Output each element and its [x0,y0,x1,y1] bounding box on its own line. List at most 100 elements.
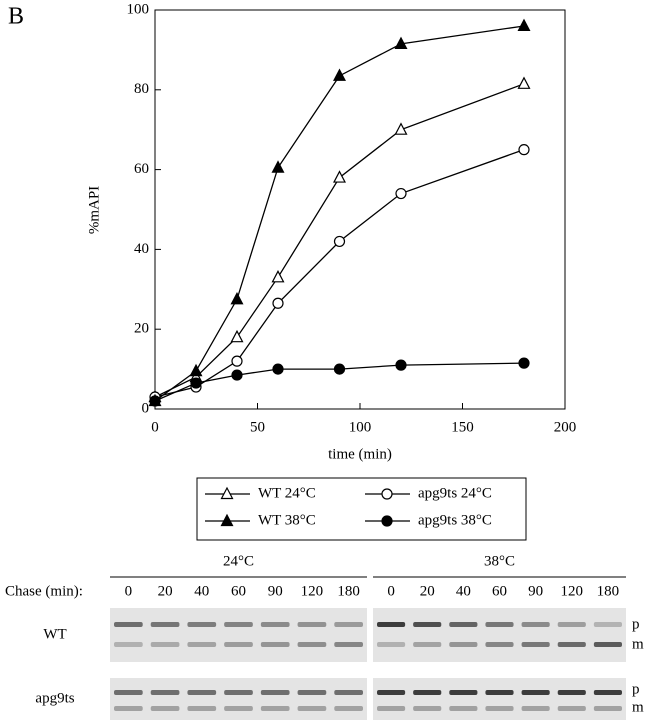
band-m [449,642,478,647]
lane-label: 0 [125,583,133,599]
band-p [260,690,290,695]
blot-panel [373,678,626,720]
legend-label: WT 24°C [258,485,316,501]
band-p [485,622,514,627]
condition-label: 38°C [484,553,515,569]
marker [381,488,393,500]
marker [517,18,531,32]
band-p [334,622,363,627]
marker [220,486,234,500]
marker [517,76,531,89]
lane-label: 40 [194,583,209,599]
band-m [334,642,363,647]
y-tick-label: 60 [134,161,149,177]
lane-label: 20 [158,583,173,599]
band-m [224,642,253,647]
band-p [187,690,217,695]
series-line [154,25,525,402]
band-p [297,690,327,695]
blot-panel [110,678,367,720]
band-m [413,642,442,647]
marker [189,363,203,377]
band-label: p [632,681,640,697]
band-p [377,690,406,695]
marker [190,377,202,389]
marker [231,369,243,381]
lane-label: 180 [597,583,620,599]
band-p [593,622,622,627]
band-p [449,690,478,695]
band-m [297,706,327,711]
marker [149,395,161,407]
x-tick-label: 50 [250,419,265,435]
blot-panel [373,608,626,662]
band-p [224,622,253,627]
marker [395,187,407,200]
marker [271,160,285,173]
band-m [187,642,217,647]
band-p [449,622,478,627]
band-p [593,690,622,695]
marker [381,515,393,527]
band-m [485,706,514,711]
band-m [114,706,143,711]
y-tick-label: 40 [134,241,149,257]
band-m [557,642,586,647]
band-m [224,706,253,711]
band-label: m [632,636,644,652]
band-m [485,642,514,647]
band-p [557,690,586,695]
x-tick-label: 0 [151,419,159,435]
band-p [114,622,143,627]
plot-frame [154,9,566,410]
band-m [521,642,550,647]
band-m [260,642,290,647]
lane-label: 90 [528,583,543,599]
band-m [150,706,180,711]
band-p [413,622,442,627]
x-tick-label: 200 [554,419,577,435]
band-p [114,690,143,695]
band-m [593,642,622,647]
band-p [334,690,363,695]
band-m [557,706,586,711]
lane-label: 120 [301,583,324,599]
legend-label: apg9ts 38°C [418,512,492,528]
marker [230,291,244,305]
band-p [150,690,180,695]
band-p [413,690,442,695]
chase-label: Chase (min): [5,583,83,599]
band-p [521,690,550,695]
condition-label: 24°C [223,553,254,569]
band-p [187,622,217,627]
band-m [377,642,406,647]
marker [220,513,234,527]
band-m [187,706,217,711]
lane-label: 60 [231,583,246,599]
lane-label: 0 [387,583,395,599]
row-label: WT [43,626,66,642]
band-m [334,706,363,711]
lane-label: 120 [561,583,584,599]
y-axis-label: %mAPI [86,186,102,234]
band-p [150,622,180,627]
x-tick-label: 150 [451,419,474,435]
band-p [557,622,586,627]
lane-label: 20 [420,583,435,599]
y-tick-label: 0 [142,400,150,416]
blot-panel [110,608,367,662]
band-p [521,622,550,627]
marker [395,359,407,371]
band-label: m [632,699,644,715]
marker [333,363,346,375]
band-m [593,706,622,711]
band-p [297,622,327,627]
band-p [485,690,514,695]
band-m [377,706,406,711]
marker [333,235,346,248]
legend-label: apg9ts 24°C [418,485,492,501]
marker [333,68,346,81]
series-line [154,149,525,398]
band-m [297,642,327,647]
